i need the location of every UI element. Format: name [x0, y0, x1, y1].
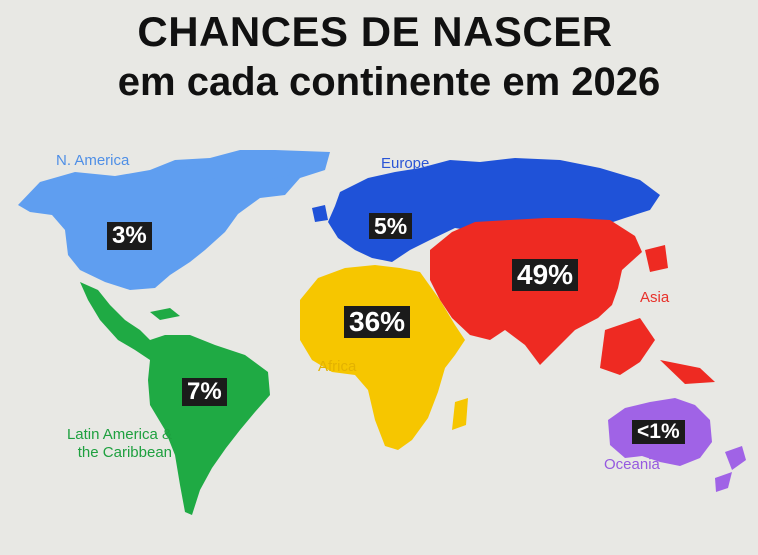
north-america-percent: 3% — [107, 222, 152, 250]
title-line-2: em cada continente em 2026 — [117, 60, 661, 104]
oceania-percent: <1% — [632, 420, 685, 445]
europe-percent: 5% — [369, 213, 413, 240]
title-line-1: CHANCES DE NASCER — [137, 8, 613, 55]
oceania-label: Oceania — [604, 456, 660, 473]
latin-america-label-line-2: the Caribbean — [77, 444, 172, 461]
north-america-label: N. America — [56, 152, 130, 169]
region-north-america — [18, 150, 330, 290]
asia-label: Asia — [640, 289, 670, 306]
latin-america-label: Latin America & the Caribbean — [52, 426, 172, 462]
europe-label: Europe — [381, 155, 430, 172]
asia-percent: 49% — [512, 259, 579, 292]
latin-america-percent: 7% — [182, 378, 227, 406]
region-africa — [300, 265, 468, 450]
africa-percent: 36% — [344, 306, 411, 339]
region-oceania — [608, 398, 746, 492]
latin-america-label-line-1: Latin America & — [66, 426, 172, 443]
region-asia — [430, 218, 715, 384]
africa-label: Africa — [318, 358, 357, 375]
region-latin-america — [80, 282, 270, 515]
